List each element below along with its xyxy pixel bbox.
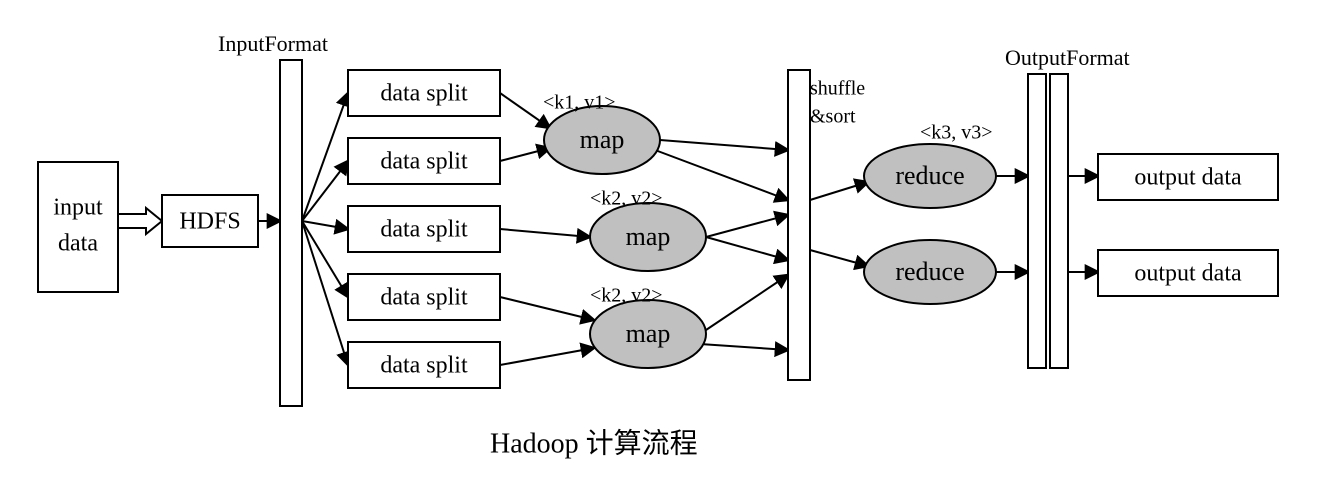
output_bar2 bbox=[1050, 74, 1068, 368]
shuffle_bar bbox=[788, 70, 810, 380]
diagram-title: Hadoop 计算流程 bbox=[490, 427, 698, 459]
edge-12 bbox=[655, 150, 788, 200]
out2-label: output data bbox=[1134, 261, 1242, 287]
input_data bbox=[38, 162, 118, 292]
edge-11 bbox=[500, 348, 594, 365]
edge-15 bbox=[706, 237, 788, 260]
edge-18 bbox=[810, 182, 868, 200]
edge-13 bbox=[660, 140, 788, 150]
input_data-label-2: data bbox=[58, 231, 98, 257]
edge-3 bbox=[302, 161, 348, 221]
edge-2 bbox=[302, 93, 348, 221]
kv-k3v3: <k3, v3> bbox=[920, 122, 993, 144]
map1-label: map bbox=[580, 125, 625, 154]
header-input_format: InputFormat bbox=[218, 31, 328, 56]
kv-k2v2a: <k2, v2> bbox=[590, 188, 663, 210]
input_bar bbox=[280, 60, 302, 406]
split2-label: data split bbox=[380, 149, 468, 175]
map3-label: map bbox=[626, 319, 671, 348]
split5-label: data split bbox=[380, 353, 468, 379]
reduce1-label: reduce bbox=[895, 161, 964, 190]
edge-16 bbox=[706, 275, 788, 330]
edge-14 bbox=[706, 215, 788, 237]
kv-k2v2b: <k2, v2> bbox=[590, 285, 663, 307]
out1-label: output data bbox=[1134, 165, 1242, 191]
edge-9 bbox=[500, 229, 590, 237]
edge-17 bbox=[700, 344, 788, 350]
edge-4 bbox=[302, 221, 348, 229]
output_bar1 bbox=[1028, 74, 1046, 368]
edge-10 bbox=[500, 297, 594, 320]
edge-19 bbox=[810, 250, 868, 266]
edge-5 bbox=[302, 221, 348, 297]
input_data-label-1: input bbox=[53, 195, 103, 221]
edge-0 bbox=[118, 208, 162, 234]
header-shuffle_sort_l1: shuffle bbox=[810, 78, 865, 100]
edge-8 bbox=[500, 148, 550, 161]
split1-label: data split bbox=[380, 81, 468, 107]
reduce2-label: reduce bbox=[895, 257, 964, 286]
map2-label: map bbox=[626, 222, 671, 251]
kv-k1v1: <k1, v1> bbox=[543, 92, 616, 114]
split3-label: data split bbox=[380, 217, 468, 243]
hdfs-label: HDFS bbox=[179, 209, 240, 235]
header-shuffle_sort_l2: &sort bbox=[810, 106, 856, 128]
split4-label: data split bbox=[380, 285, 468, 311]
hadoop-flowchart: input data HDFS data split data split data sp… bbox=[0, 0, 1336, 500]
edge-6 bbox=[302, 221, 348, 365]
header-output_format: OutputFormat bbox=[1005, 45, 1130, 70]
